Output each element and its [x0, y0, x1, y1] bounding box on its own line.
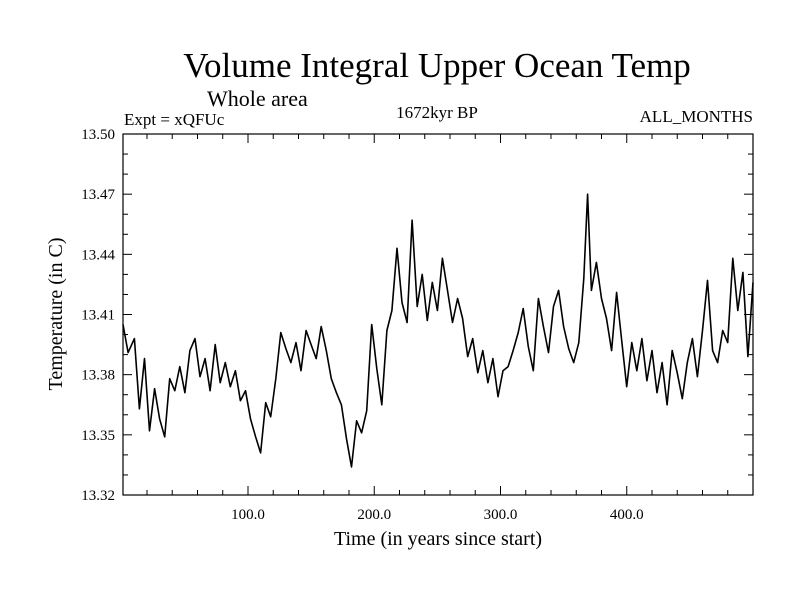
chart-title: Volume Integral Upper Ocean Temp [183, 46, 690, 85]
months-label: ALL_MONTHS [640, 107, 753, 126]
experiment-label: Expt = xQFUc [124, 110, 225, 129]
y-axis-label: Temperature (in C) [45, 238, 67, 391]
y-tick-label: 13.47 [81, 187, 115, 203]
chart-subtitle: Whole area [207, 86, 308, 111]
y-tick-label: 13.50 [81, 127, 115, 143]
y-tick-label: 13.44 [81, 247, 115, 263]
y-tick-label: 13.32 [81, 488, 115, 504]
period-label: 1672kyr BP [396, 103, 478, 122]
y-tick-label: 13.35 [81, 428, 115, 444]
x-axis-ticks: 100.0 200.0 300.0 400.0 [146, 134, 729, 523]
y-tick-label: 13.41 [81, 308, 115, 324]
x-tick-label: 100.0 [231, 507, 265, 523]
x-tick-label: 300.0 [484, 507, 518, 523]
temperature-series-line [122, 193, 754, 468]
x-axis-label: Time (in years since start) [334, 528, 542, 550]
plot-frame [122, 133, 754, 496]
x-tick-label: 200.0 [357, 507, 391, 523]
y-tick-label: 13.38 [81, 368, 115, 384]
x-tick-label: 400.0 [610, 507, 644, 523]
y-axis-ticks: 13.32 13.35 13.38 13.41 13.44 13.47 13.50 [81, 127, 753, 504]
